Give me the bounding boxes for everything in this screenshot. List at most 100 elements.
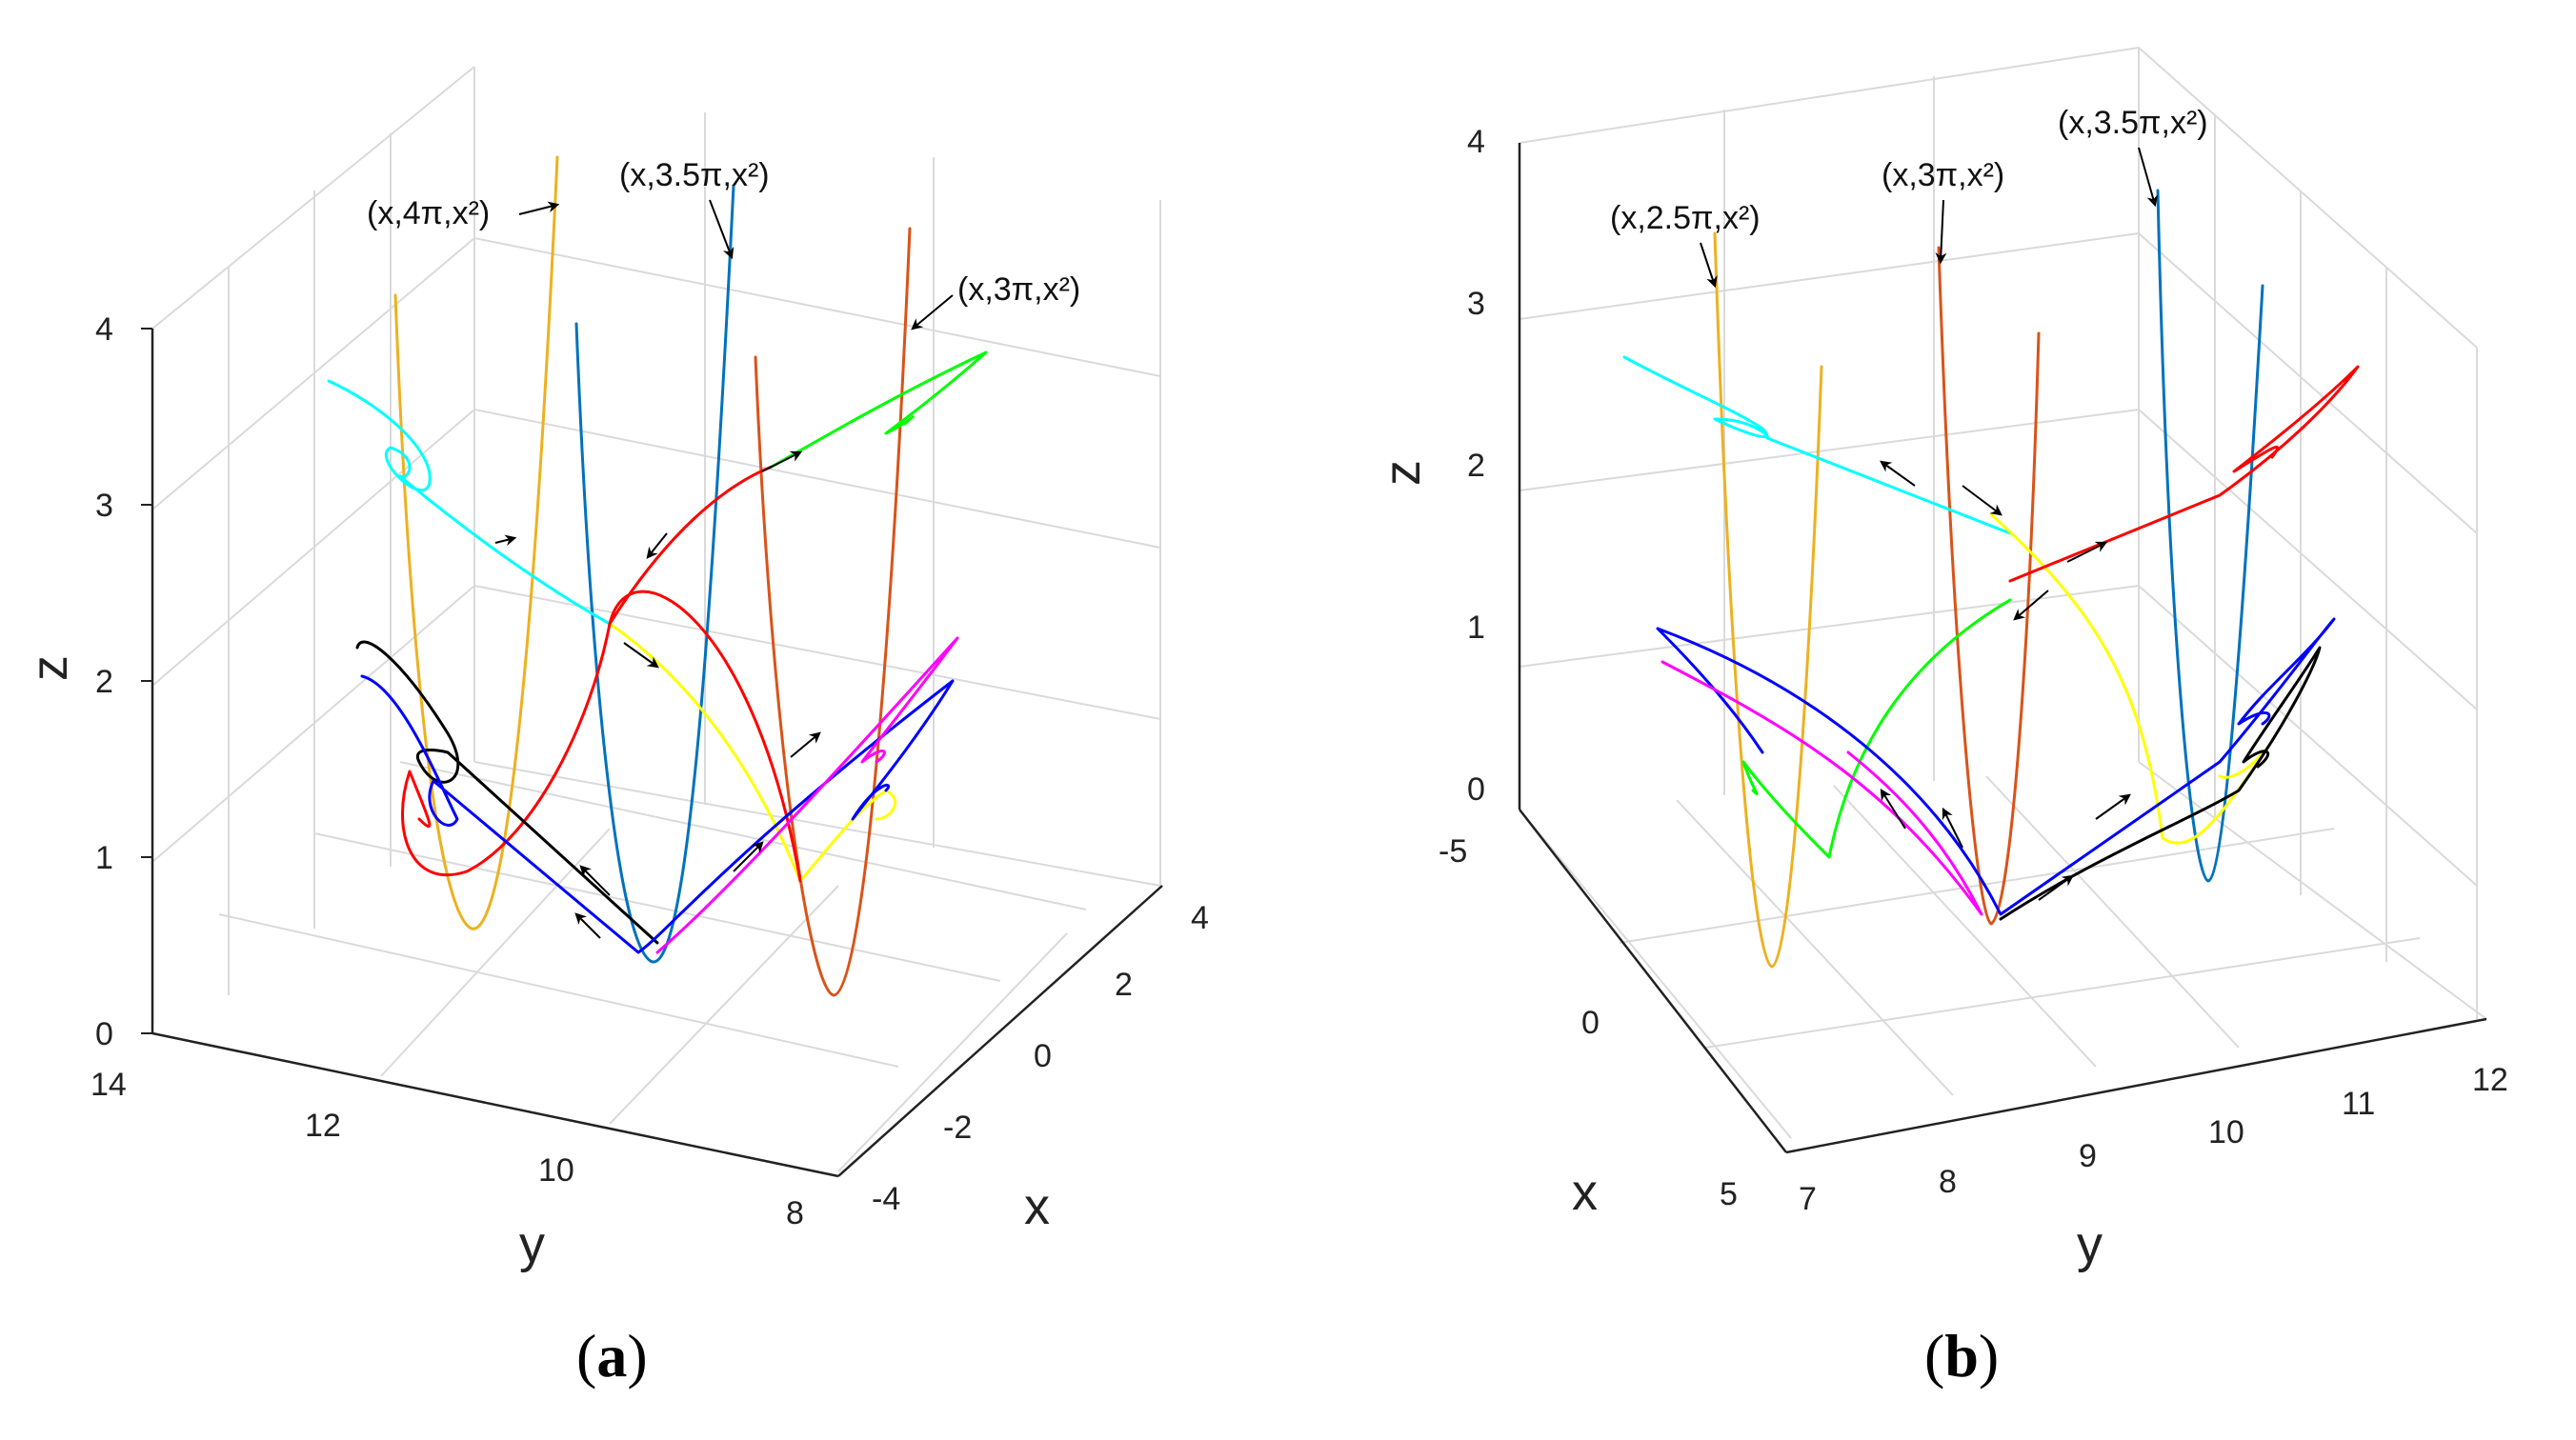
panel-b-curves (1622, 189, 2360, 969)
parabola-4pi (393, 155, 559, 930)
trajectory-cyan (1622, 355, 2012, 535)
z-tick-label: 4 (1467, 124, 1485, 160)
y-tick-label: 14 (91, 1067, 127, 1103)
panel-a-x-ticks: -4 -2 0 2 4 (872, 900, 1209, 1217)
y-tick-label: 10 (538, 1152, 574, 1189)
parabola-2-5pi (1713, 231, 1823, 969)
z-tick-label: 0 (95, 1016, 113, 1052)
x-tick-label: -4 (872, 1181, 900, 1217)
trajectory-red-upper (608, 465, 774, 626)
z-tick-label: 1 (95, 840, 113, 876)
annotation-arrow (709, 199, 735, 260)
x-tick-label: -5 (1439, 833, 1467, 870)
arrow-marker (646, 532, 668, 559)
x-tick-label: 0 (1034, 1038, 1052, 1074)
annotation-label: (x,4π,x²) (367, 195, 490, 231)
arrow-marker (1942, 807, 1963, 849)
panel-b-y-ticks: 7 8 9 10 11 12 (1799, 1062, 2508, 1217)
arrow-marker (579, 865, 611, 896)
trajectory-yellow (1989, 512, 2269, 845)
annotation-arrow (518, 201, 560, 215)
z-tick-label: 0 (1467, 771, 1485, 808)
annotation-label: (x,3π,x²) (957, 271, 1080, 308)
parabola-3pi (754, 227, 912, 997)
arrow-marker (2066, 541, 2108, 563)
x-tick-label: -2 (943, 1110, 972, 1146)
panel-a-caption: (a) (576, 1322, 648, 1390)
z-tick-label: 3 (1467, 286, 1485, 322)
y-tick-label: 8 (786, 1195, 804, 1231)
y-tick-label: 9 (2079, 1138, 2097, 1174)
trajectory-green (1741, 598, 2012, 859)
x-tick-label: 0 (1581, 1005, 1600, 1041)
panel-b-x-ticks: -5 0 5 (1439, 833, 1738, 1212)
z-tick-label: 4 (95, 311, 113, 348)
arrow-marker (733, 841, 764, 872)
panel-b-z-ticks: 4 3 2 1 0 (1467, 124, 1485, 808)
arrow-marker (2095, 793, 2131, 820)
annotation-label: (x,2.5π,x²) (1610, 200, 1761, 236)
x-tick-label: 2 (1115, 967, 1133, 1003)
arrow-marker (1880, 788, 1906, 830)
panel-b: 4 3 2 1 0 -5 0 5 7 8 9 10 11 12 z x y (1374, 47, 2508, 1390)
panel-b-grid (1519, 47, 2487, 1139)
trajectory-black (1999, 646, 2322, 921)
panel-a-axes-box (151, 329, 1163, 1178)
y-tick-label: 11 (2342, 1086, 2375, 1122)
arrow-marker (494, 534, 517, 547)
arrow-marker (790, 731, 821, 758)
arrow-marker (2013, 590, 2049, 621)
panel-a-z-ticks: 4 3 2 1 0 (95, 311, 152, 1052)
annotation-arrow (911, 294, 954, 330)
trajectory-cyan (327, 379, 612, 626)
parabola-3-5pi (574, 184, 735, 964)
annotation-label: (x,3π,x²) (1882, 157, 2004, 193)
z-axis-label: z (21, 655, 78, 681)
annotation-arrow (2138, 147, 2159, 208)
panel-a-y-ticks: 14 12 10 8 (91, 1067, 804, 1231)
parabola-3-5pi (2156, 189, 2264, 883)
x-axis-label: x (1572, 1164, 1598, 1221)
arrow-marker (574, 912, 601, 939)
annotation-label: (x,3.5π,x²) (619, 157, 770, 193)
arrow-marker (1880, 460, 1916, 487)
panel-b-caption: (b) (1924, 1322, 1999, 1390)
panel-b-arrows (1880, 460, 2131, 901)
y-tick-label: 10 (2208, 1114, 2244, 1150)
panel-b-annotations: (x,2.5π,x²) (x,3π,x²) (x,3.5π,x²) (1610, 105, 2208, 289)
z-axis-label: z (1374, 460, 1431, 486)
x-tick-label: 5 (1720, 1176, 1738, 1212)
y-axis-label: y (2077, 1216, 2103, 1273)
annotation-arrow (1700, 242, 1718, 289)
y-tick-label: 12 (2472, 1062, 2508, 1098)
panel-a-annotations: (x,4π,x²) (x,3.5π,x²) (x,3π,x²) (367, 157, 1080, 330)
trajectory-red (2008, 365, 2360, 583)
annotation-arrow (1935, 199, 1947, 265)
trajectory-yellow (608, 622, 897, 883)
arrow-marker (1962, 485, 2002, 516)
arrow-marker (623, 642, 659, 669)
trajectory-magenta (655, 636, 959, 954)
trajectory-blue (360, 674, 955, 954)
trajectory-red (401, 590, 802, 883)
y-tick-label: 8 (1939, 1164, 1957, 1200)
z-tick-label: 1 (1467, 610, 1485, 646)
panel-a: 4 3 2 1 0 14 12 10 8 -4 -2 0 2 4 z y x (21, 66, 1209, 1390)
y-axis-label: y (519, 1216, 545, 1273)
parabola-3pi (1937, 246, 2041, 926)
panel-a-arrows (494, 450, 821, 939)
x-axis-label: x (1024, 1178, 1050, 1235)
z-tick-label: 2 (95, 664, 113, 700)
panel-a-curves (327, 155, 988, 997)
arrow-marker (2038, 874, 2074, 901)
z-tick-label: 3 (95, 488, 113, 524)
annotation-label: (x,3.5π,x²) (2058, 105, 2208, 141)
y-tick-label: 12 (305, 1108, 341, 1144)
panel-b-axes-box (1518, 143, 2487, 1154)
trajectory-green (770, 350, 988, 469)
panel-a-grid (151, 66, 1161, 1172)
trajectory-blue (1656, 617, 2336, 916)
y-tick-label: 7 (1799, 1181, 1817, 1217)
arrow-marker (761, 450, 803, 472)
